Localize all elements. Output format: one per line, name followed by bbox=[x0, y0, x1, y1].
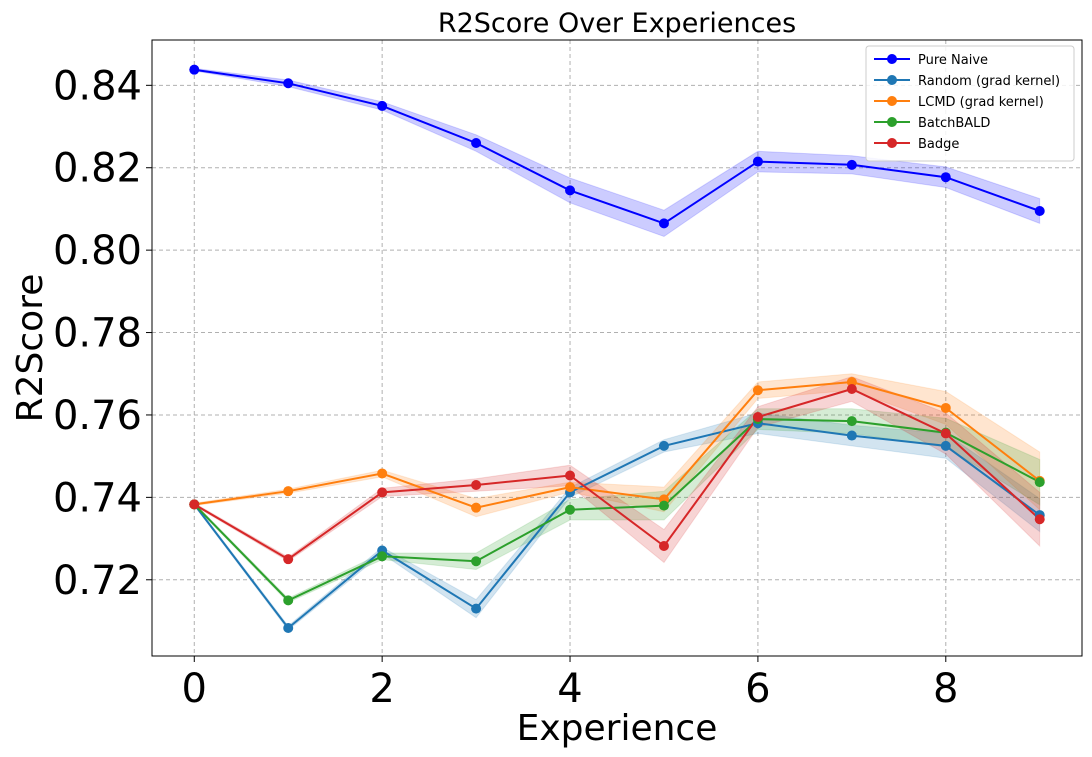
chart-title: R2Score Over Experiences bbox=[438, 8, 796, 39]
legend-label: Badge bbox=[918, 137, 959, 152]
x-tick-label: 0 bbox=[182, 666, 207, 712]
x-tick-label: 2 bbox=[369, 666, 394, 712]
legend-item: BatchBALD bbox=[874, 116, 990, 131]
legend-marker bbox=[887, 54, 897, 64]
series-points bbox=[189, 64, 1045, 633]
y-tick-label: 0.78 bbox=[53, 311, 142, 357]
line-batchbald bbox=[193, 418, 1041, 602]
point-pure-naive bbox=[752, 156, 763, 167]
point-random-grad-kernel bbox=[658, 440, 669, 451]
point-lcmd-grad-kernel bbox=[283, 486, 294, 497]
plot-frame bbox=[151, 39, 1083, 657]
point-batchbald bbox=[471, 556, 482, 567]
legend-label: LCMD (grad kernel) bbox=[918, 95, 1044, 110]
point-batchbald bbox=[565, 504, 576, 515]
line-pure-naive bbox=[194, 68, 1041, 225]
legend-item: Pure Naive bbox=[874, 53, 988, 68]
point-badge bbox=[189, 499, 200, 510]
confidence-bands bbox=[193, 67, 1041, 631]
y-axis-title: R2Score bbox=[10, 274, 51, 423]
y-tick-label: 0.72 bbox=[53, 558, 142, 604]
y-tick-label: 0.82 bbox=[53, 146, 142, 192]
point-pure-naive bbox=[377, 100, 388, 111]
point-badge bbox=[752, 412, 763, 423]
legend-marker bbox=[887, 138, 897, 148]
legend-marker bbox=[887, 96, 897, 106]
y-tick-label: 0.76 bbox=[53, 393, 142, 439]
point-lcmd-grad-kernel bbox=[846, 376, 857, 387]
band-pure-naive bbox=[193, 67, 1041, 238]
y-tick-label: 0.80 bbox=[53, 228, 142, 274]
point-pure-naive bbox=[565, 185, 576, 196]
point-pure-naive bbox=[1034, 205, 1045, 216]
legend-label: Random (grad kernel) bbox=[918, 74, 1060, 89]
legend-label: Pure Naive bbox=[918, 53, 988, 68]
point-badge bbox=[1034, 514, 1045, 525]
legend: Pure Naive Random (grad kernel) LCMD (grad… bbox=[865, 45, 1075, 162]
y-tick-label: 0.84 bbox=[53, 63, 142, 109]
point-pure-naive bbox=[189, 64, 200, 75]
band-random-grad-kernel bbox=[193, 412, 1041, 631]
point-badge bbox=[940, 428, 951, 439]
point-badge bbox=[565, 470, 576, 481]
point-batchbald bbox=[377, 551, 388, 562]
point-lcmd-grad-kernel bbox=[377, 468, 388, 479]
point-batchbald bbox=[658, 500, 669, 511]
legend-marker bbox=[887, 75, 897, 85]
band-batchbald bbox=[193, 408, 1041, 604]
x-axis: 0 2 4 6 8 bbox=[182, 656, 959, 712]
point-lcmd-grad-kernel bbox=[752, 385, 763, 396]
point-random-grad-kernel bbox=[283, 622, 294, 633]
point-batchbald bbox=[1034, 477, 1045, 488]
point-random-grad-kernel bbox=[471, 603, 482, 614]
legend-marker bbox=[887, 117, 897, 127]
point-badge bbox=[658, 540, 669, 551]
point-pure-naive bbox=[283, 78, 294, 89]
point-lcmd-grad-kernel bbox=[471, 502, 482, 513]
point-random-grad-kernel bbox=[940, 440, 951, 451]
point-batchbald bbox=[283, 595, 294, 606]
point-badge bbox=[471, 480, 482, 491]
point-badge bbox=[846, 383, 857, 394]
legend-item: LCMD (grad kernel) bbox=[874, 95, 1044, 110]
point-pure-naive bbox=[471, 138, 482, 149]
x-axis-title: Experience bbox=[517, 708, 718, 749]
point-random-grad-kernel bbox=[846, 430, 857, 441]
point-pure-naive bbox=[658, 218, 669, 229]
legend-item: Badge bbox=[874, 137, 959, 152]
y-axis: 0.72 0.74 0.76 0.78 0.80 0.82 0.84 bbox=[53, 63, 152, 604]
series-lines bbox=[193, 68, 1041, 630]
line-badge bbox=[193, 387, 1041, 561]
band-badge bbox=[193, 376, 1041, 564]
line-lcmd-grad-kernel bbox=[194, 380, 1041, 509]
legend-box bbox=[865, 45, 1075, 162]
point-batchbald bbox=[846, 416, 857, 427]
x-tick-label: 6 bbox=[745, 666, 770, 712]
x-tick-label: 4 bbox=[557, 666, 582, 712]
legend-label: BatchBALD bbox=[918, 116, 990, 131]
x-tick-label: 8 bbox=[933, 666, 958, 712]
legend-item: Random (grad kernel) bbox=[874, 74, 1060, 89]
point-badge bbox=[377, 487, 388, 498]
point-badge bbox=[283, 554, 294, 565]
point-lcmd-grad-kernel bbox=[940, 402, 951, 413]
point-lcmd-grad-kernel bbox=[565, 482, 576, 493]
y-tick-label: 0.74 bbox=[53, 475, 142, 521]
line-random-grad-kernel bbox=[193, 422, 1041, 630]
point-pure-naive bbox=[940, 172, 951, 183]
point-pure-naive bbox=[846, 159, 857, 170]
